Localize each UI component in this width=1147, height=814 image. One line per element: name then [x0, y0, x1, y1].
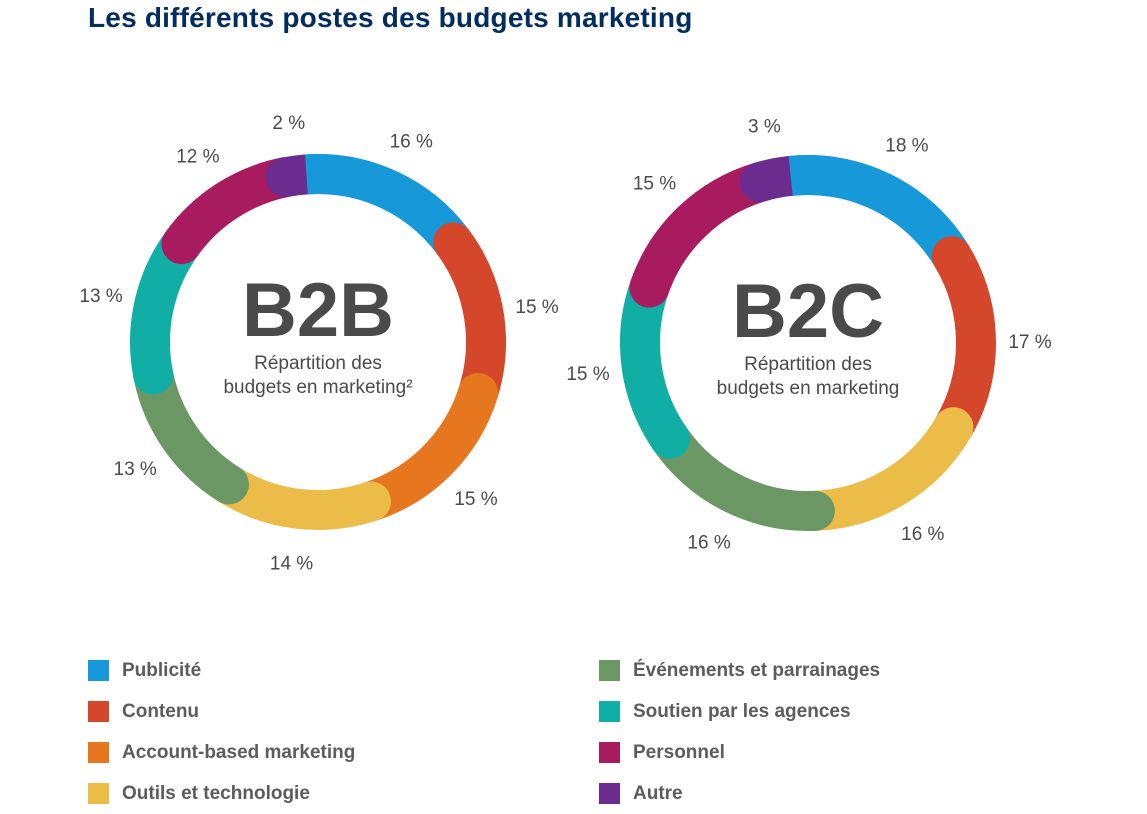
- legend-label: Outils et technologie: [122, 782, 310, 804]
- legend-right: Événements et parrainages Soutien par le…: [599, 650, 880, 814]
- slice-label: 16 %: [687, 533, 730, 554]
- donut-slice: [620, 267, 690, 459]
- legend-swatch: [88, 783, 109, 804]
- legend-label: Publicité: [122, 659, 202, 681]
- donut-slice: [433, 222, 506, 413]
- legend-item: Soutien par les agences: [599, 691, 880, 732]
- donut-slice: [794, 407, 974, 531]
- slice-label: 14 %: [270, 553, 313, 574]
- legend-item: Account-based marketing: [88, 732, 355, 773]
- donut-slice: [133, 354, 249, 505]
- donut-slice: [931, 236, 996, 448]
- slice-label: 15 %: [515, 297, 558, 318]
- legend-swatch: [88, 701, 109, 722]
- legend-item: Publicité: [88, 650, 355, 691]
- legend-label: Account-based marketing: [122, 741, 356, 763]
- slice-label: 16 %: [390, 132, 433, 153]
- page-title: Les différents postes des budgets market…: [88, 2, 693, 33]
- slice-label: 3 %: [748, 116, 781, 137]
- legend-label: Contenu: [122, 700, 200, 722]
- legend-item: Contenu: [88, 691, 355, 732]
- legend-label: Événements et parrainages: [633, 659, 881, 681]
- legend-left: Publicité Contenu Account-based marketin…: [88, 650, 355, 814]
- donut-center-subtitle: budgets en marketing²: [223, 377, 412, 398]
- slice-label: 15 %: [454, 489, 497, 510]
- legend-swatch: [599, 742, 620, 763]
- legend-swatch: [599, 701, 620, 722]
- slice-label: 2 %: [272, 113, 305, 134]
- legend-swatch: [88, 742, 109, 763]
- donut-center-subtitle: Répartition des: [744, 354, 872, 375]
- donut-slice: [265, 154, 327, 198]
- donut-slice: [130, 224, 202, 395]
- legend-label: Autre: [633, 782, 683, 804]
- legend-swatch: [599, 660, 620, 681]
- donut-slice: [739, 155, 811, 203]
- slice-label: 16 %: [901, 524, 944, 545]
- legend-item: Outils et technologie: [88, 773, 355, 814]
- donut-center-subtitle: Répartition des: [254, 353, 382, 374]
- donut-slice: [649, 418, 835, 531]
- donut-slice: [208, 464, 391, 530]
- donut-slice-overlap: [305, 154, 352, 197]
- legend-label: Personnel: [633, 741, 725, 763]
- donut-slice-overlap: [788, 155, 836, 197]
- donut-center-title: B2B: [242, 268, 394, 353]
- donut-slice: [350, 372, 499, 522]
- slice-label: 15 %: [566, 364, 609, 385]
- slice-label: 13 %: [79, 286, 122, 307]
- legend-label: Soutien par les agences: [633, 700, 851, 722]
- slice-label: 17 %: [1008, 332, 1051, 353]
- donut-charts: 16 %15 %15 %14 %13 %13 %12 %2 %B2BRépart…: [79, 113, 1051, 574]
- slice-label: 18 %: [885, 135, 928, 156]
- legend-swatch: [599, 783, 620, 804]
- slice-label: 15 %: [633, 174, 676, 195]
- legend-swatch: [88, 660, 109, 681]
- donut-chart-b2b: 16 % 15 % 15 % 14 % 13 % 13 % 12 % 2 % B2BRépart…: [79, 113, 558, 574]
- legend-item: Autre: [599, 773, 880, 814]
- donut-center-title: B2C: [732, 269, 884, 354]
- donut-chart-b2c: 18 % 17 % 16 % 16 % 15 % 15 % 3 % B2CRépartitio…: [566, 116, 1051, 553]
- legend-item: Événements et parrainages: [599, 650, 880, 691]
- donut-center-subtitle: budgets en marketing: [717, 378, 900, 399]
- slice-label: 13 %: [114, 459, 157, 480]
- legend-item: Personnel: [599, 732, 880, 773]
- slice-label: 12 %: [176, 146, 219, 167]
